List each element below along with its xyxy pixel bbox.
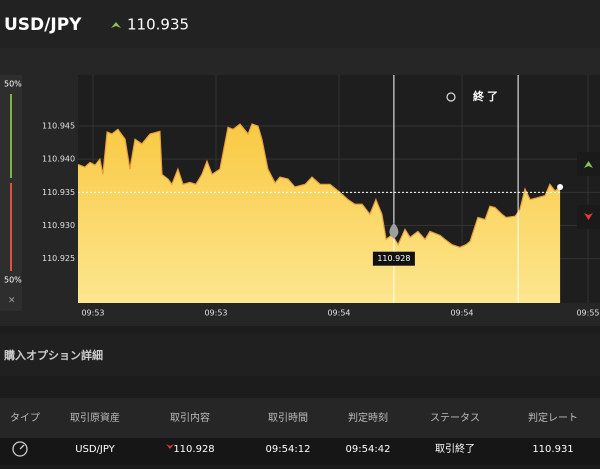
y-tick-label: 110.945 [42,122,75,131]
section-bar [0,334,600,376]
close-btn[interactable]: × [8,296,16,306]
y-tick-label: 110.930 [42,221,75,230]
last-point [557,184,564,191]
table-cell: 09:54:42 [346,444,391,455]
table-header-cell: 取引内容 [170,411,210,424]
table-header-cell: ステータス [430,412,480,424]
end-label: 終了 [473,89,501,103]
x-tick-label: 09:53 [204,309,227,318]
entry-label-bg [372,251,415,266]
type-icon-needle [19,444,25,450]
history-icon [446,92,456,102]
up-icon [111,22,121,28]
y-tick-label: 110.935 [42,188,75,197]
section-title: 購入オプション詳細 [3,348,103,362]
table-cell: 110.931 [532,444,573,455]
x-tick-label: 09:54 [327,309,350,318]
down-bar [10,183,12,271]
down-icon [584,213,593,220]
table-cell: 取引終了 [435,442,475,455]
table-cell: USD/JPY [75,444,115,455]
table-header-cell: 判定レート [528,411,578,424]
up-bar [10,94,12,178]
table-header-cell: 取引原資産 [70,411,120,424]
down-icon [166,444,174,449]
entry-label: 110.928 [377,254,410,263]
table-header [0,398,600,438]
x-tick-label: 09:54 [450,309,473,318]
header-bar [0,0,600,48]
symbol: USD/JPY [4,15,82,35]
x-tick-label: 09:53 [81,309,104,318]
x-tick-label: 09:55 [576,309,599,318]
table-header-cell: 取引時間 [268,412,308,424]
plot: 110.925 110.930 110.935 110.940 110.945 09:53… [42,75,600,318]
price: 110.935 [127,16,189,34]
area [78,124,561,303]
up-icon [584,161,593,168]
type-icon [12,441,28,457]
table-cell: 09:54:12 [266,444,311,455]
entry-marker [389,222,399,239]
table-header-cell: 判定時刻 [348,411,388,424]
table-cell: 110.928 [173,444,214,455]
y-tick-label: 110.925 [42,254,75,263]
y-tick-label: 110.940 [42,155,75,164]
up-pct: 50% [4,80,22,89]
table: タイプ 取引原資産 取引内容 取引時間 判定時刻 ステータス 判定レート USD/JPY 110… [10,411,578,455]
down-pct: 50% [4,276,22,285]
table-row [0,438,600,465]
table-header-cell: タイプ [10,412,40,424]
price-line [77,123,561,248]
